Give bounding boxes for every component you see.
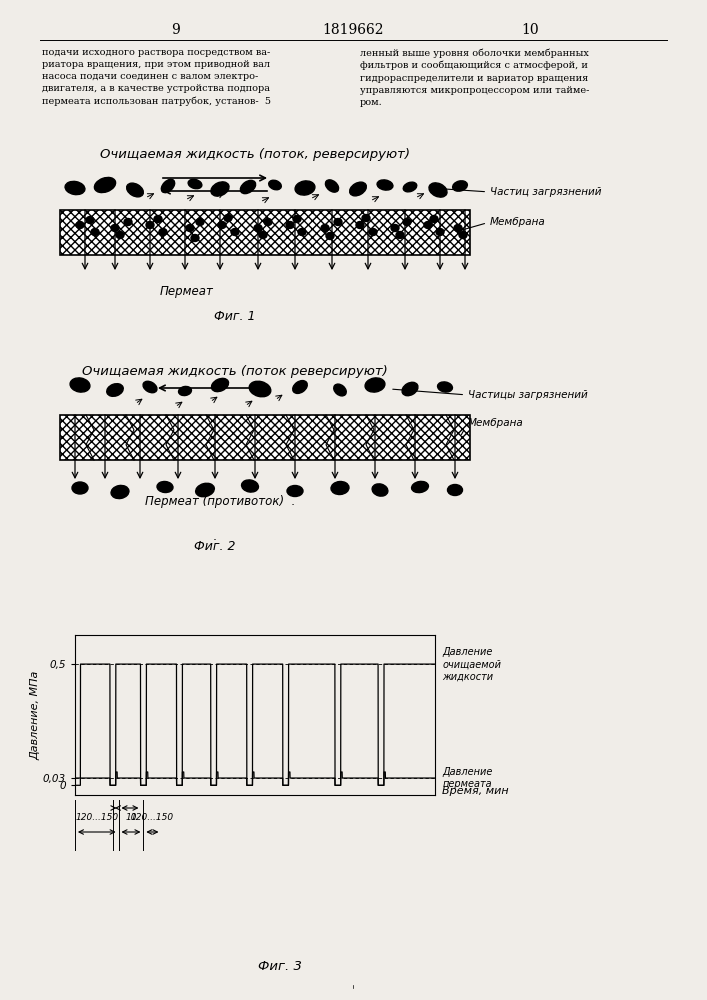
Ellipse shape bbox=[211, 182, 229, 196]
Ellipse shape bbox=[143, 381, 157, 393]
Text: Фиг. 2: Фиг. 2 bbox=[194, 540, 235, 553]
Ellipse shape bbox=[438, 382, 452, 392]
Text: Фиг. 3: Фиг. 3 bbox=[258, 960, 302, 973]
Text: Пермеат: Пермеат bbox=[160, 285, 214, 298]
Ellipse shape bbox=[424, 222, 432, 229]
Ellipse shape bbox=[403, 219, 411, 226]
Text: подачи исходного раствора посредством ва-
риатора вращения, при этом приводной в: подачи исходного раствора посредством ва… bbox=[42, 48, 271, 106]
Ellipse shape bbox=[154, 216, 162, 223]
Ellipse shape bbox=[196, 483, 214, 497]
Ellipse shape bbox=[161, 179, 175, 193]
Text: 120...150: 120...150 bbox=[75, 813, 118, 822]
Ellipse shape bbox=[403, 182, 416, 192]
Ellipse shape bbox=[436, 229, 444, 235]
Text: .: . bbox=[213, 530, 217, 543]
Text: ленный выше уровня оболочки мембранных
фильтров и сообщающийся с атмосферой, и
г: ленный выше уровня оболочки мембранных ф… bbox=[360, 48, 590, 107]
Text: Давление
очищаемой
жидкости: Давление очищаемой жидкости bbox=[442, 647, 501, 682]
Ellipse shape bbox=[269, 180, 281, 190]
Ellipse shape bbox=[259, 232, 267, 238]
Ellipse shape bbox=[411, 481, 428, 493]
Ellipse shape bbox=[159, 229, 167, 235]
Ellipse shape bbox=[86, 217, 94, 224]
Ellipse shape bbox=[334, 384, 346, 396]
Bar bbox=[60, 415, 470, 460]
Ellipse shape bbox=[448, 485, 462, 495]
Text: Мембрана: Мембрана bbox=[457, 217, 546, 231]
Ellipse shape bbox=[111, 485, 129, 499]
Ellipse shape bbox=[295, 181, 315, 195]
Text: 10: 10 bbox=[521, 23, 539, 37]
Y-axis label: Давление, МПа: Давление, МПа bbox=[30, 670, 40, 760]
Ellipse shape bbox=[179, 386, 192, 396]
Ellipse shape bbox=[429, 183, 447, 197]
Text: 020...025: 020...025 bbox=[108, 789, 151, 798]
Ellipse shape bbox=[191, 234, 199, 241]
Ellipse shape bbox=[240, 180, 256, 194]
Ellipse shape bbox=[402, 382, 418, 396]
Ellipse shape bbox=[356, 222, 364, 229]
Text: 1819662: 1819662 bbox=[322, 23, 384, 37]
Ellipse shape bbox=[95, 177, 116, 193]
Ellipse shape bbox=[298, 229, 306, 235]
Ellipse shape bbox=[72, 482, 88, 494]
Ellipse shape bbox=[430, 216, 438, 223]
Ellipse shape bbox=[293, 381, 308, 393]
Text: Мембрана: Мембрана bbox=[462, 418, 524, 435]
Text: 120...150: 120...150 bbox=[131, 813, 174, 822]
Ellipse shape bbox=[321, 225, 329, 232]
Ellipse shape bbox=[391, 225, 399, 232]
Ellipse shape bbox=[107, 384, 123, 396]
Ellipse shape bbox=[377, 180, 393, 190]
Ellipse shape bbox=[286, 222, 294, 229]
Ellipse shape bbox=[242, 480, 259, 492]
Ellipse shape bbox=[264, 219, 272, 226]
Ellipse shape bbox=[111, 225, 119, 232]
Text: Пермеат (противоток)  .: Пермеат (противоток) . bbox=[145, 495, 296, 508]
Ellipse shape bbox=[362, 215, 370, 222]
Ellipse shape bbox=[188, 179, 202, 189]
Ellipse shape bbox=[186, 225, 194, 232]
Ellipse shape bbox=[454, 225, 462, 232]
Text: 05...10: 05...10 bbox=[100, 789, 132, 798]
Ellipse shape bbox=[350, 182, 366, 196]
Text: Давление
пермеата: Давление пермеата bbox=[442, 767, 493, 789]
Ellipse shape bbox=[70, 378, 90, 392]
Ellipse shape bbox=[326, 232, 334, 239]
Ellipse shape bbox=[211, 378, 228, 392]
Ellipse shape bbox=[65, 181, 85, 195]
Ellipse shape bbox=[396, 232, 404, 238]
Bar bbox=[60, 210, 470, 255]
Ellipse shape bbox=[127, 183, 144, 197]
Text: Очищаемая жидкость (поток реверсируют): Очищаемая жидкость (поток реверсируют) bbox=[82, 365, 388, 378]
Ellipse shape bbox=[372, 484, 388, 496]
Ellipse shape bbox=[218, 222, 226, 229]
Ellipse shape bbox=[365, 378, 385, 392]
Ellipse shape bbox=[157, 481, 173, 493]
Ellipse shape bbox=[124, 219, 132, 226]
Text: 9: 9 bbox=[172, 23, 180, 37]
Ellipse shape bbox=[231, 229, 239, 235]
Ellipse shape bbox=[293, 216, 301, 223]
Ellipse shape bbox=[452, 181, 467, 191]
Ellipse shape bbox=[91, 229, 99, 235]
Ellipse shape bbox=[146, 222, 154, 229]
Text: Очищаемая жидкость (поток, реверсируют): Очищаемая жидкость (поток, реверсируют) bbox=[100, 148, 410, 161]
Ellipse shape bbox=[459, 232, 467, 238]
Ellipse shape bbox=[116, 232, 124, 238]
Ellipse shape bbox=[331, 481, 349, 495]
Text: Время, мин: Время, мин bbox=[442, 786, 509, 796]
Ellipse shape bbox=[249, 381, 271, 397]
Text: Фиг. 1: Фиг. 1 bbox=[214, 310, 256, 323]
Ellipse shape bbox=[196, 219, 204, 226]
Ellipse shape bbox=[369, 229, 377, 235]
Text: Частицы загрязнений: Частицы загрязнений bbox=[393, 389, 588, 400]
Ellipse shape bbox=[287, 486, 303, 496]
Text: Частиц загрязнений: Частиц загрязнений bbox=[433, 187, 602, 197]
Ellipse shape bbox=[334, 219, 342, 226]
Text: 10: 10 bbox=[125, 813, 136, 822]
Ellipse shape bbox=[76, 222, 84, 229]
Ellipse shape bbox=[325, 180, 339, 192]
Ellipse shape bbox=[224, 215, 232, 222]
Ellipse shape bbox=[254, 225, 262, 232]
